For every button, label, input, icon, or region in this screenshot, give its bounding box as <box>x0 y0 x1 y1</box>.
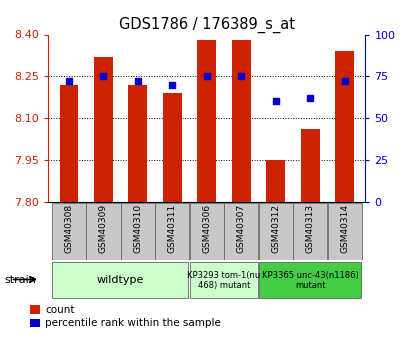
Point <box>273 99 279 104</box>
Text: GSM40313: GSM40313 <box>306 204 315 253</box>
Bar <box>52 263 189 298</box>
Text: strain: strain <box>4 275 36 285</box>
Point <box>204 73 210 79</box>
Bar <box>190 263 258 298</box>
Text: wildtype: wildtype <box>97 275 144 285</box>
Text: GSM40307: GSM40307 <box>237 204 246 253</box>
Bar <box>301 129 320 202</box>
Bar <box>94 57 113 202</box>
Text: GSM40308: GSM40308 <box>65 204 73 253</box>
Text: GSM40312: GSM40312 <box>271 204 280 253</box>
Point <box>134 79 141 84</box>
Point <box>341 79 348 84</box>
Point <box>169 82 176 87</box>
Bar <box>163 93 182 202</box>
Point <box>307 95 314 101</box>
Text: GSM40306: GSM40306 <box>202 204 211 253</box>
Text: GSM40314: GSM40314 <box>340 204 349 253</box>
Text: KP3365 unc-43(n1186)
mutant: KP3365 unc-43(n1186) mutant <box>262 270 359 290</box>
Bar <box>155 203 189 260</box>
Bar <box>259 263 361 298</box>
Point <box>66 79 72 84</box>
Bar <box>87 203 121 260</box>
Point <box>100 73 107 79</box>
Title: GDS1786 / 176389_s_at: GDS1786 / 176389_s_at <box>119 17 295 33</box>
Bar <box>266 160 285 202</box>
Bar <box>52 203 86 260</box>
Bar <box>335 51 354 202</box>
Bar <box>190 203 224 260</box>
Text: GSM40310: GSM40310 <box>134 204 142 253</box>
Bar <box>293 203 327 260</box>
Bar <box>232 40 251 202</box>
Bar <box>60 85 79 202</box>
Bar <box>197 40 216 202</box>
Point <box>238 73 245 79</box>
Bar <box>224 203 258 260</box>
Text: GSM40311: GSM40311 <box>168 204 177 253</box>
Text: GSM40309: GSM40309 <box>99 204 108 253</box>
Text: KP3293 tom-1(nu
468) mutant: KP3293 tom-1(nu 468) mutant <box>187 270 261 290</box>
Bar <box>121 203 155 260</box>
Legend: count, percentile rank within the sample: count, percentile rank within the sample <box>30 305 221 328</box>
Bar <box>259 203 293 260</box>
Bar <box>328 203 362 260</box>
Bar <box>129 85 147 202</box>
